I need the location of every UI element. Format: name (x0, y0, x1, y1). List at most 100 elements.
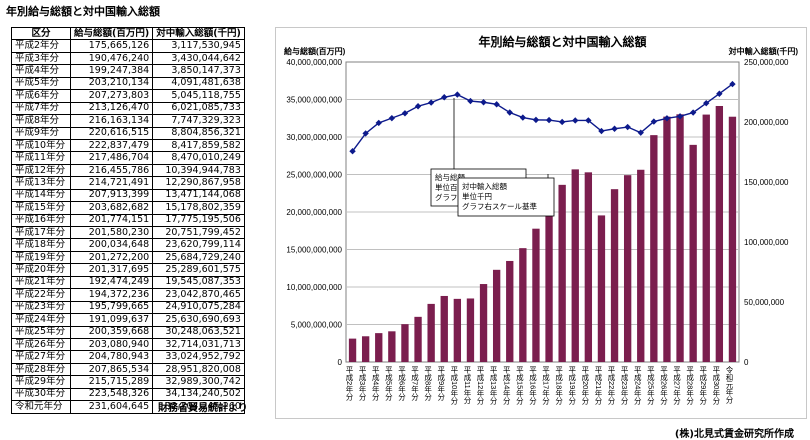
table-row: 平成16年分 201,774,151 17,775,195,506 (11, 213, 245, 228)
cell-china-import: 19,545,087,353 (152, 275, 245, 290)
category-label: 平成16年分 (528, 366, 537, 406)
chart-title: 年別給与総額と対中国輸入総額 (478, 34, 646, 49)
cell-china-import: 23,620,799,114 (152, 238, 245, 252)
cell-salary-total: 201,317,695 (69, 263, 154, 277)
table-row: 平成2年分 175,665,126 3,117,530,945 (11, 39, 245, 53)
cell-salary-total: 220,616,515 (69, 126, 154, 140)
line-marker (650, 118, 658, 125)
table-row: 平成29年分 215,715,289 32,989,300,742 (11, 375, 245, 389)
cell-year: 平成11年分 (11, 151, 71, 165)
category-label: 平成19年分 (568, 366, 577, 406)
cell-year: 平成10年分 (11, 138, 71, 153)
line-marker (401, 110, 409, 117)
table-row: 平成19年分 201,272,200 25,684,729,240 (11, 250, 245, 265)
cell-china-import: 7,747,329,323 (152, 114, 245, 128)
cell-china-import: 15,178,802,359 (152, 201, 245, 215)
cell-salary-total: 192,474,249 (69, 275, 154, 290)
cell-year: 平成27年分 (11, 350, 71, 364)
cell-year: 平成7年分 (11, 101, 71, 116)
cell-salary-total: 191,099,637 (69, 313, 154, 327)
bar-china-import (597, 215, 606, 362)
bar-china-import (676, 114, 684, 362)
cell-salary-total: 201,272,200 (69, 250, 154, 265)
cell-salary-total: 203,682,682 (69, 201, 154, 215)
category-label: 平成11年分 (463, 366, 472, 405)
table-row: 平成4年分 199,247,384 3,850,147,373 (11, 64, 245, 78)
line-marker (427, 99, 435, 106)
cell-year: 平成20年分 (11, 263, 71, 277)
left-tick-label: 35,000,000,000 (286, 96, 342, 105)
chart-frame: 0 5,000,000,000 10,000,000,000 15,000,000,0… (275, 27, 807, 419)
cell-year: 平成19年分 (11, 250, 71, 265)
table-row: 平成5年分 203,210,134 4,091,481,638 (11, 76, 245, 91)
cell-year: 平成14年分 (11, 188, 71, 203)
table-row: 平成3年分 190,476,240 3,430,044,642 (11, 51, 245, 66)
cell-salary-total: 200,359,668 (69, 325, 154, 339)
category-label: 平成8年分 (423, 366, 432, 402)
table-row: 平成30年分 223,548,326 34,134,240,502 (11, 387, 245, 402)
cell-year: 平成15年分 (11, 201, 71, 215)
line-marker (375, 119, 382, 127)
line-marker (349, 148, 356, 155)
left-tick-label: 40,000,000,000 (286, 58, 342, 67)
cell-china-import: 30,248,063,521 (152, 325, 245, 339)
cell-year: 平成28年分 (11, 362, 71, 377)
table-row: 平成27年分 204,780,943 33,024,952,792 (11, 350, 245, 364)
category-label: 平成26年分 (659, 366, 668, 406)
category-label: 平成2年分 (345, 366, 354, 402)
cell-china-import: 20,751,799,452 (152, 225, 245, 240)
left-tick-label: 0 (338, 358, 343, 367)
table-header-row: 区分 給与総額(百万円) 対中輸入総額(千円) (11, 26, 245, 41)
cell-salary-total: 217,486,704 (69, 151, 154, 165)
cell-china-import: 8,470,010,249 (152, 151, 245, 165)
bar-china-import (401, 324, 409, 362)
header-salary-total: 給与総額(百万円) (69, 26, 154, 41)
category-label: 平成17年分 (541, 366, 550, 406)
cell-year: 平成26年分 (11, 337, 71, 352)
left-tick-label: 5,000,000,000 (291, 321, 343, 330)
category-label: 平成20年分 (581, 366, 590, 406)
table-row: 平成13年分 214,721,491 12,290,867,958 (11, 176, 245, 190)
cell-china-import: 4,091,481,638 (152, 76, 245, 91)
annotation-text: 単位百万円 (435, 182, 473, 192)
cell-salary-total: 223,548,326 (69, 387, 154, 402)
annotation-box (457, 177, 555, 217)
category-label: 平成22年分 (607, 366, 616, 406)
cell-year: 平成30年分 (11, 387, 71, 402)
cell-china-import: 17,775,195,506 (152, 213, 245, 228)
bar-china-import (361, 336, 370, 362)
line-marker (637, 129, 644, 136)
right-tick-label: 100,000,000 (744, 238, 789, 247)
table-row: 平成21年分 192,474,249 19,545,087,353 (11, 275, 245, 290)
category-label: 平成15年分 (515, 366, 524, 406)
category-label: 平成27年分 (672, 366, 681, 406)
cell-year: 平成12年分 (11, 163, 71, 178)
header-category: 区分 (11, 26, 71, 41)
cell-salary-total: 216,455,786 (69, 163, 154, 178)
cell-salary-total: 203,210,134 (69, 76, 154, 91)
cell-salary-total: 195,799,665 (69, 300, 154, 315)
cell-year: 平成24年分 (11, 313, 71, 327)
right-tick-label: 200,000,000 (744, 118, 789, 127)
table-row: 平成9年分 220,616,515 8,804,856,321 (11, 126, 245, 140)
cell-salary-total: 194,372,236 (69, 288, 154, 302)
line-marker (558, 118, 566, 126)
cell-china-import: 3,117,530,945 (152, 39, 245, 53)
line-marker (689, 109, 697, 116)
left-tick-label: 20,000,000,000 (286, 208, 342, 217)
table-row: 令和元年分 231,604,645 32,704,245,260 (11, 400, 245, 414)
table-row: 平成12年分 216,455,786 10,394,944,783 (11, 163, 245, 178)
line-marker (493, 101, 500, 108)
header-china-import: 対中輸入総額(千円) (152, 26, 245, 41)
cell-china-import: 25,684,729,240 (152, 250, 245, 265)
bar-china-import (479, 284, 488, 362)
cell-china-import: 13,471,144,068 (152, 188, 245, 203)
bar-china-import (519, 248, 527, 362)
cell-year: 平成25年分 (11, 325, 71, 339)
bar-china-import (689, 144, 697, 362)
cell-salary-total: 231,604,645 (69, 400, 154, 414)
cell-year: 平成21年分 (11, 275, 71, 290)
category-label: 平成18年分 (554, 366, 563, 406)
cell-salary-total: 201,774,151 (69, 213, 154, 228)
annotation-text: 単位千円 (462, 191, 492, 201)
